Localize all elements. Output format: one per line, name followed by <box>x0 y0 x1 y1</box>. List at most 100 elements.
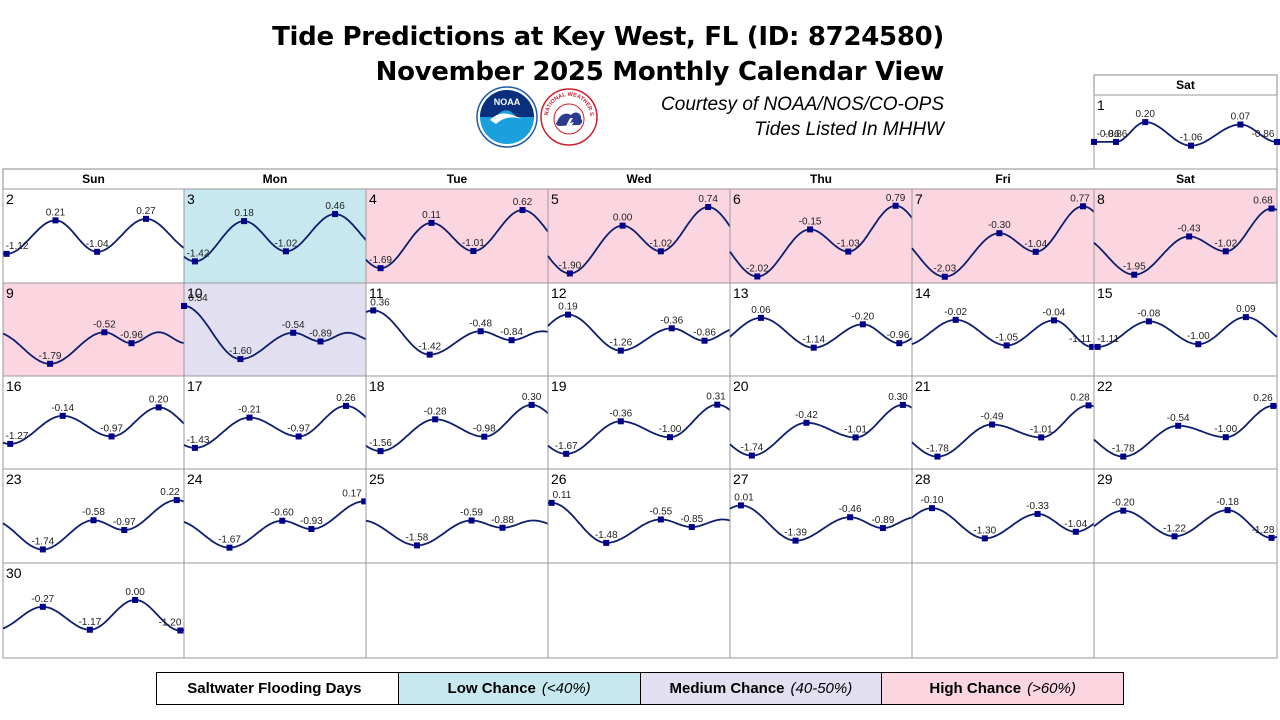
tide-label: 0.30 <box>522 392 542 403</box>
tide-marker <box>468 517 475 524</box>
tide-marker <box>792 537 799 544</box>
tide-label: -0.18 <box>1216 497 1239 508</box>
day-number-17: 17 <box>187 378 203 394</box>
noaa-logo-icon: NOAA <box>476 86 538 148</box>
tide-marker <box>142 215 149 222</box>
tide-label: -1.14 <box>802 335 825 346</box>
tide-label: -1.60 <box>229 346 252 357</box>
tide-curve-day-26 <box>547 502 731 544</box>
tide-label: -1.17 <box>78 617 101 628</box>
tide-curve-day-14 <box>911 319 1095 348</box>
tide-marker <box>108 433 115 440</box>
tide-label: -1.06 <box>1180 133 1203 144</box>
tide-marker <box>619 222 626 229</box>
tide-curve-day-20 <box>729 403 913 457</box>
tide-marker <box>477 328 484 335</box>
day-number-25: 25 <box>369 471 385 487</box>
weekday-sat-top: Sat <box>1176 78 1195 92</box>
tide-label: -1.01 <box>844 424 867 435</box>
tide-label: -2.03 <box>933 264 956 275</box>
day-cell-28 <box>911 468 1095 564</box>
tide-marker <box>332 211 339 218</box>
tide-label: -1.95 <box>1123 262 1146 273</box>
tide-label: -0.54 <box>1167 413 1190 424</box>
tide-marker <box>426 351 433 358</box>
tide-label: -0.58 <box>82 507 105 518</box>
tide-curve-day-2 <box>2 218 185 255</box>
tide-marker <box>548 499 555 506</box>
tide-label: -0.59 <box>460 507 483 518</box>
legend-title: Saltwater Flooding Days <box>187 680 362 697</box>
empty-cell <box>729 562 913 659</box>
tide-marker <box>1268 534 1275 541</box>
day-cell-16 <box>2 375 185 470</box>
tide-label: -0.97 <box>113 517 136 528</box>
tide-label: -1.69 <box>369 255 392 266</box>
tide-label: -1.74 <box>31 536 54 547</box>
empty-cell <box>1093 562 1278 659</box>
tide-marker <box>565 311 572 318</box>
noaa-logo-text: NOAA <box>494 97 521 107</box>
tide-marker <box>892 202 899 209</box>
tide-marker <box>59 412 66 419</box>
tide-label: -0.08 <box>1138 308 1161 319</box>
day-number-16: 16 <box>6 378 22 394</box>
tide-curve-day-25 <box>365 519 549 547</box>
tide-marker <box>519 207 526 214</box>
tide-label: -0.15 <box>799 216 822 227</box>
tide-label: -0.97 <box>100 423 123 434</box>
tide-marker <box>1195 341 1202 348</box>
tide-label: 0.62 <box>513 197 533 208</box>
tide-marker <box>1050 317 1057 324</box>
courtesy-text: Courtesy of NOAA/NOS/CO-OPS <box>661 94 944 115</box>
day-number-20: 20 <box>733 378 749 394</box>
day-number-14: 14 <box>915 285 931 301</box>
tide-marker <box>566 270 573 277</box>
tide-curve-day-10 <box>183 305 367 360</box>
tide-label: 0.30 <box>888 392 908 403</box>
tide-label: -0.42 <box>795 410 818 421</box>
tide-label: 0.79 <box>886 193 906 204</box>
tide-marker <box>413 542 420 549</box>
tide-marker <box>1242 314 1249 321</box>
tide-label: -0.88 <box>491 515 514 526</box>
tide-label: 0.17 <box>342 488 362 499</box>
day-number-21: 21 <box>915 378 931 394</box>
tide-marker <box>1171 533 1178 540</box>
tide-marker <box>1120 507 1127 514</box>
tide-marker <box>1145 318 1152 325</box>
tide-marker <box>748 452 755 459</box>
tide-marker <box>657 516 664 523</box>
tide-marker <box>934 453 941 460</box>
tide-label: 0.68 <box>1253 196 1273 207</box>
tide-marker <box>847 514 854 521</box>
tide-label: -1.78 <box>1112 444 1135 455</box>
tide-marker <box>666 434 673 441</box>
tide-label: 0.31 <box>706 392 726 403</box>
tide-marker <box>657 248 664 255</box>
tide-curve-day-28 <box>911 507 1095 540</box>
tide-label: -1.00 <box>1214 424 1237 435</box>
day-number-6: 6 <box>733 191 741 207</box>
tide-marker <box>1091 138 1097 145</box>
tide-label: 0.27 <box>136 206 156 217</box>
tide-label: -1.05 <box>995 332 1018 343</box>
day-cell-9 <box>2 282 185 377</box>
tide-label: -1.11 <box>1069 334 1091 345</box>
tide-label: -1.42 <box>418 342 441 353</box>
tide-curve-day-30 <box>2 598 185 632</box>
tide-marker <box>1142 119 1149 126</box>
tide-label: 0.11 <box>422 210 441 221</box>
tide-marker <box>899 401 906 408</box>
tide-label: -0.46 <box>839 504 862 515</box>
day-cell-25 <box>365 468 549 564</box>
day-number-11: 11 <box>369 285 384 301</box>
tide-label: -1.78 <box>926 444 949 455</box>
tide-label: -1.48 <box>595 530 618 541</box>
tide-marker <box>1274 138 1280 145</box>
tide-marker <box>481 433 488 440</box>
weekday-wed: Wed <box>626 172 651 186</box>
tide-label: -1.11 <box>1097 334 1119 345</box>
day-number-5: 5 <box>551 191 559 207</box>
tide-label: -0.36 <box>609 408 632 419</box>
